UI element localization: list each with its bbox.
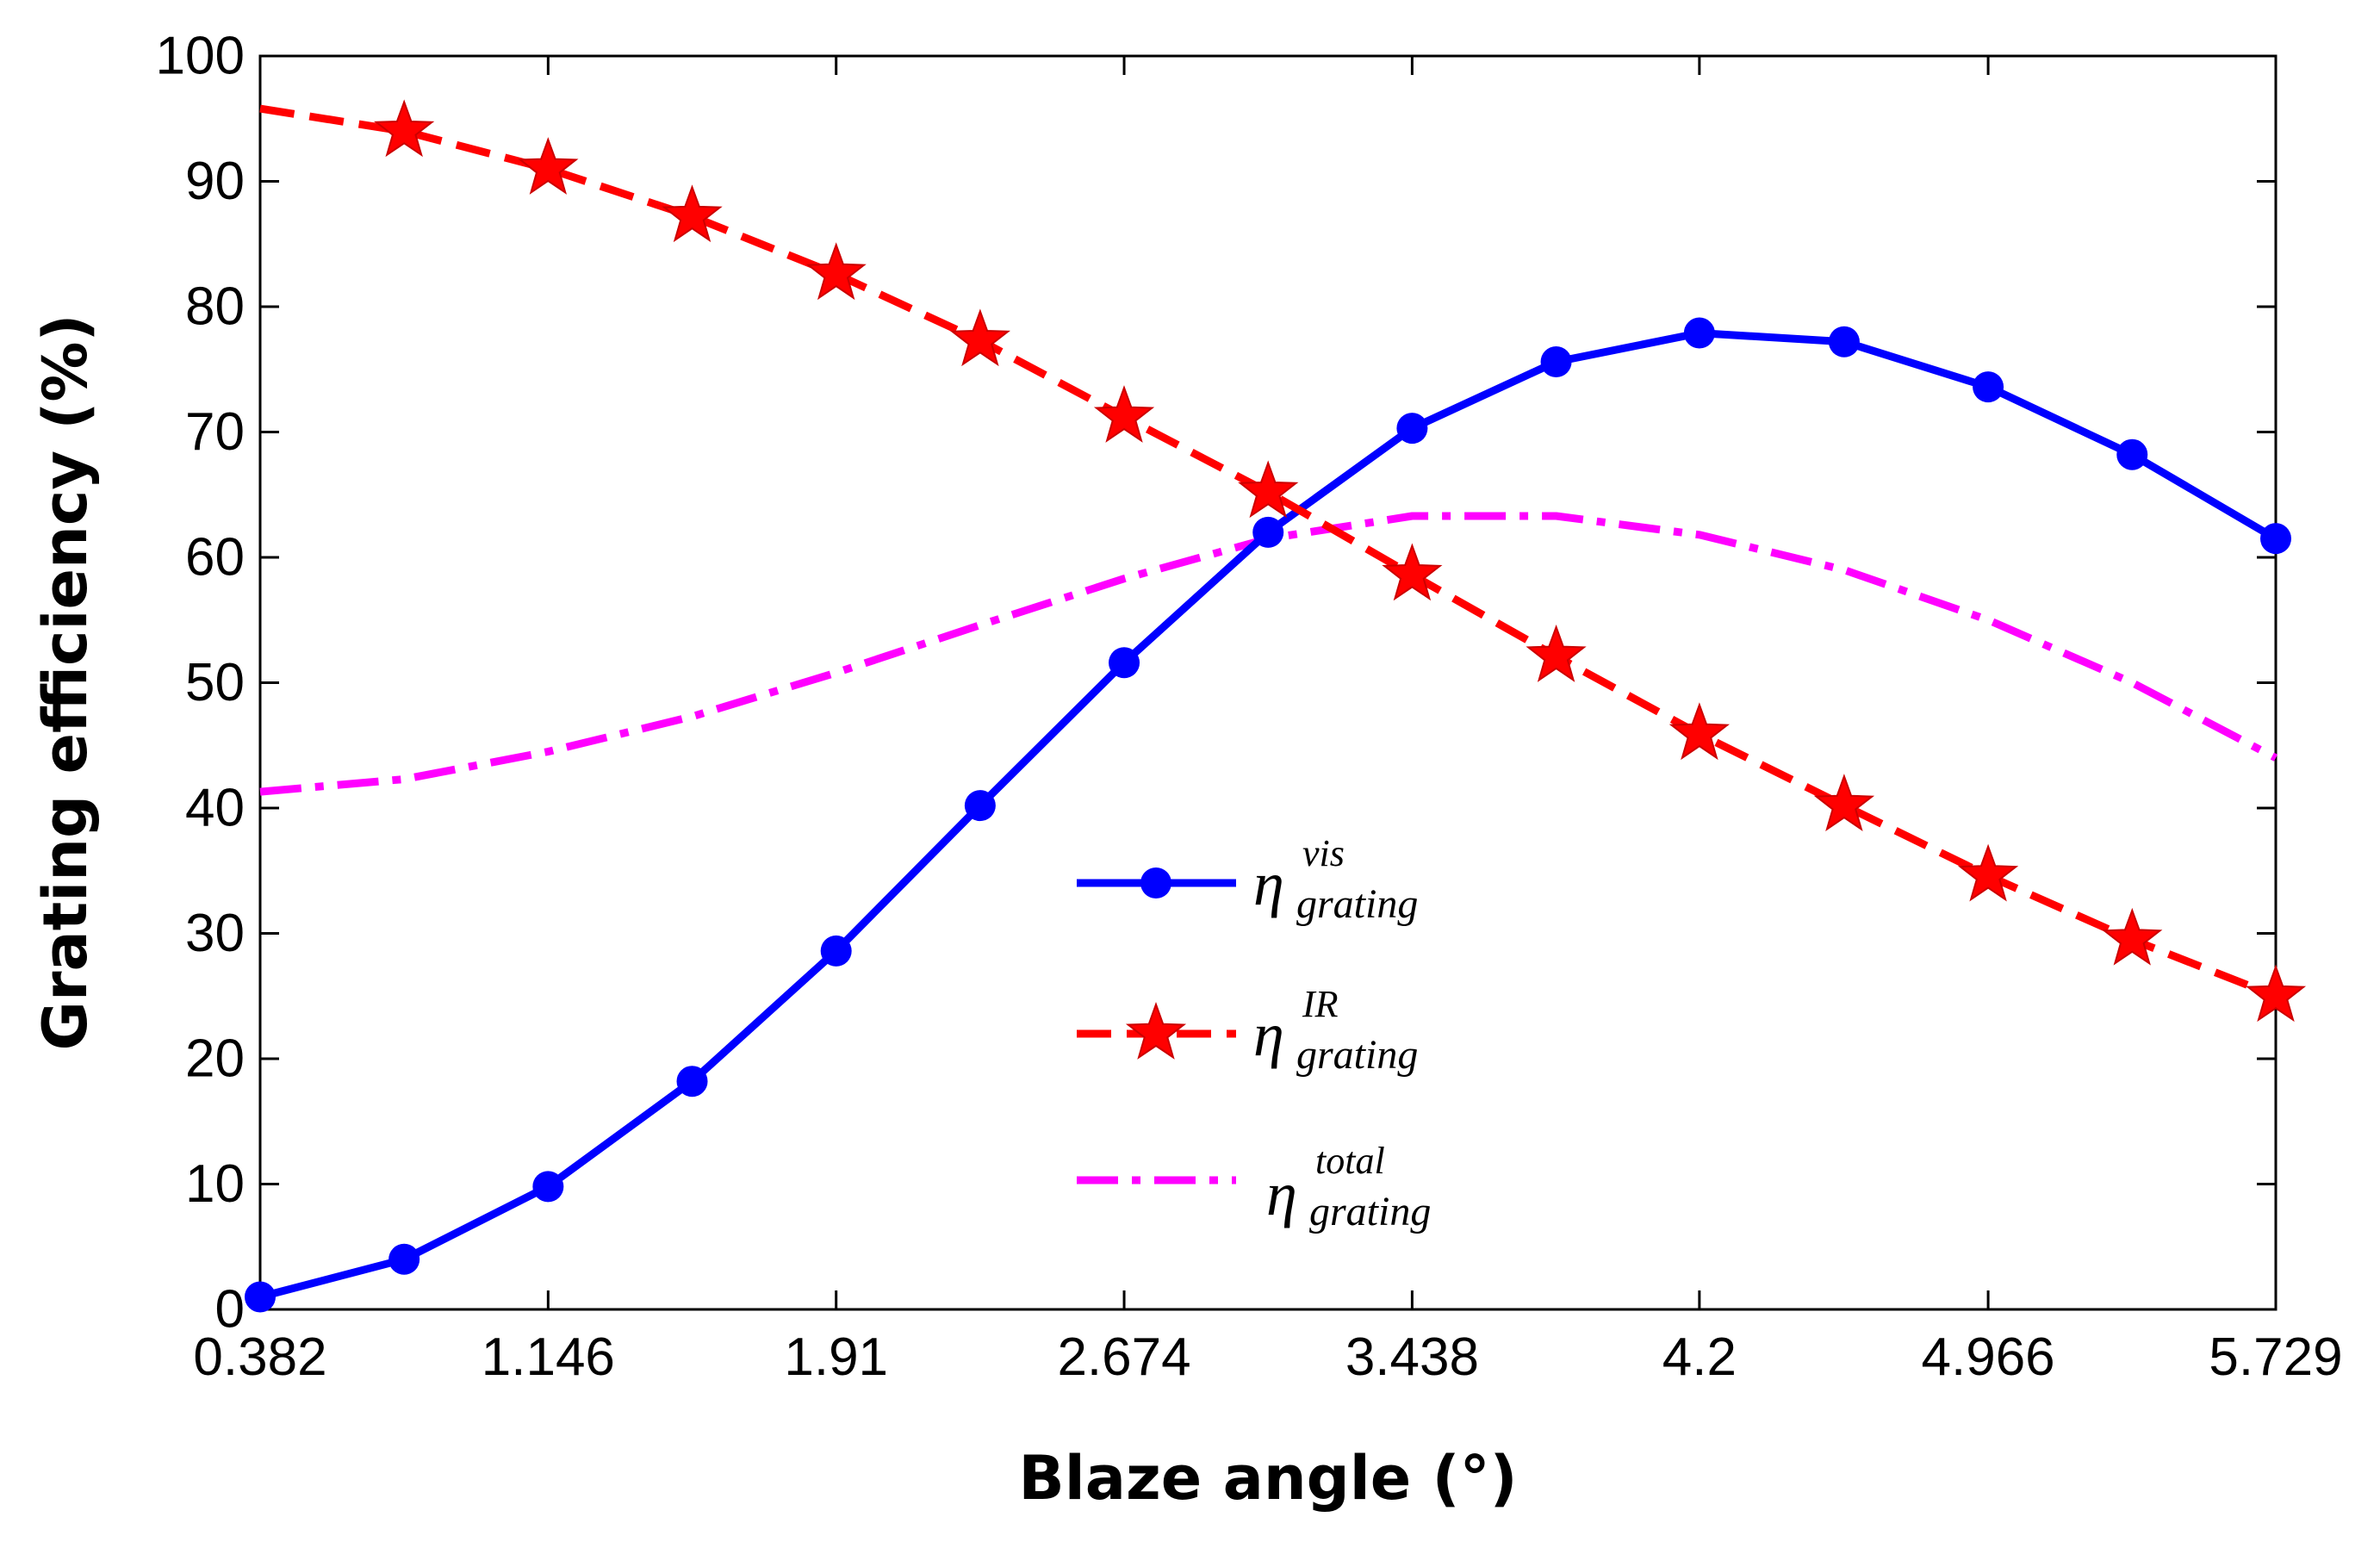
vis-point [1973,371,2004,403]
vis-point [2116,438,2148,470]
x-tick-label: 1.146 [482,1327,615,1387]
vis-point [1252,516,1284,548]
y-tick-label: 50 [185,653,245,712]
ir-point [1382,543,1443,601]
y-tick-label: 100 [156,27,245,86]
ir-point [805,242,867,301]
vis-point [388,1243,420,1275]
y-tick-label: 10 [185,1154,245,1214]
legend-sub-total: grating [1309,1189,1431,1234]
x-tick-label: 0.382 [193,1327,326,1387]
vis-point [964,790,996,822]
ir-point [662,184,723,243]
legend: η vis grating η IR grating η total grati… [1077,832,1431,1234]
legend-sup-total: total [1315,1140,1385,1182]
ir-point [1093,385,1155,443]
series-line-total [259,512,2278,796]
legend-sub-vis: grating [1296,881,1418,927]
legend-entry-vis: η vis grating [1077,832,1418,927]
ir-point [1526,624,1587,682]
vis-point [1683,317,1715,349]
x-axis-title: Blaze angle (°) [1018,1443,1517,1514]
legend-entry-total: η total grating [1077,1140,1431,1234]
legend-sub-ir: grating [1296,1032,1418,1078]
x-tick-label: 3.438 [1345,1327,1479,1387]
vis-point [1828,326,1860,358]
legend-sup-ir: IR [1302,983,1339,1025]
legend-eta-ir: η [1253,1000,1284,1069]
legend-eta-total: η [1266,1160,1297,1228]
ir-point [1813,774,1875,831]
x-tick-label: 1.91 [784,1327,888,1387]
ir-point [949,308,1010,367]
y-tick-label: 90 [185,152,245,211]
x-tick-label: 4.966 [1922,1327,2055,1387]
vis-point [676,1066,708,1097]
ir-point [1668,702,1730,761]
vis-point [1540,346,1572,378]
x-tick-label: 5.729 [2209,1327,2342,1387]
y-tick-label: 60 [185,528,245,588]
plot-frame [258,54,2277,1311]
vis-point [2260,523,2291,555]
ir-point [518,137,579,195]
vis-point [532,1171,564,1203]
legend-entry-ir: η IR grating [1077,983,1418,1078]
vis-point [1109,647,1140,679]
y-tick-label: 40 [185,779,245,838]
vis-point [1396,413,1428,445]
ir-point [373,99,435,158]
legend-marker-vis [1140,867,1171,898]
ir-point [2245,964,2307,1023]
legend-marker-ir [1125,1002,1187,1060]
x-tick-label: 2.674 [1057,1327,1190,1387]
y-tick-label: 70 [185,402,245,462]
series-layer [245,99,2307,1313]
axis-ticks: 0 10 20 30 40 50 60 70 80 90 100 0.382 1.146 1.91 2.67… [156,27,2343,1388]
legend-sup-vis: vis [1302,832,1345,874]
legend-eta-vis: η [1253,849,1284,918]
y-tick-label: 0 [215,1280,245,1340]
ir-point [1958,843,2019,902]
y-tick-label: 20 [185,1029,245,1089]
x-tick-label: 4.2 [1662,1327,1737,1387]
y-axis-title: Grating efficiency (%) [30,314,101,1051]
y-tick-label: 30 [185,904,245,963]
ir-point [1238,460,1299,519]
vis-point [820,935,852,967]
vis-point [245,1281,276,1313]
y-tick-label: 80 [185,277,245,337]
ir-point [2102,907,2163,966]
